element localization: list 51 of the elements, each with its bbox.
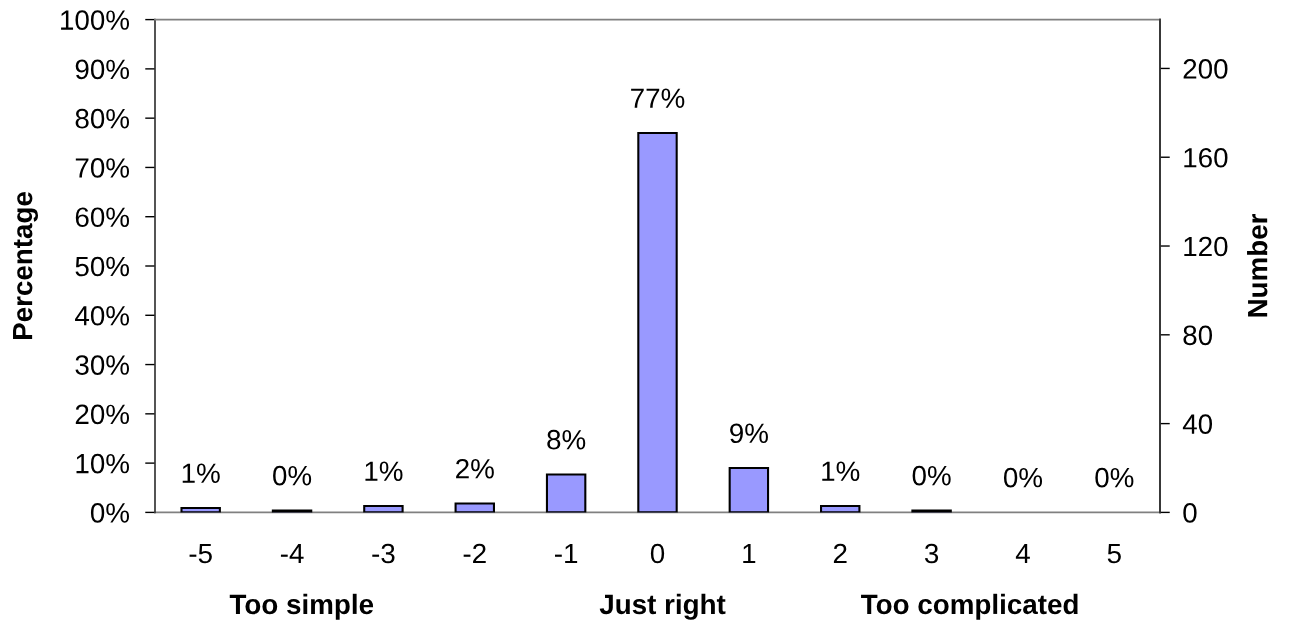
data-label: 0%	[1003, 467, 1043, 488]
bar	[728, 467, 770, 513]
text: Just right	[599, 593, 726, 620]
y-tick-label: 10%	[76, 453, 130, 474]
y-tick-label: 60%	[75, 207, 130, 228]
x-tick-label: -5	[189, 543, 212, 564]
x-tick-label: 5	[1107, 543, 1121, 564]
x-tick-label: 4	[1015, 543, 1030, 564]
y2-tick-label: 40	[1182, 414, 1213, 434]
data-label: 8%	[547, 429, 586, 450]
y-tick-label: 90%	[75, 59, 130, 80]
y-tick-label: 80%	[75, 108, 130, 129]
x-tick-label: 2	[833, 543, 847, 564]
y-tick-label: 40%	[75, 305, 130, 326]
bar	[363, 504, 404, 513]
data-label: 9%	[730, 423, 768, 444]
y-tick-label: 70%	[75, 158, 130, 178]
y-tick-label: 50%	[75, 256, 130, 277]
x-tick-label: 3	[924, 543, 939, 564]
y2-tick-label: 80	[1183, 325, 1213, 346]
y2-axis-title: Number	[1247, 213, 1268, 317]
x-tick-label: 1	[743, 543, 756, 564]
bar	[180, 506, 221, 513]
y2-tick-label: 160	[1184, 147, 1228, 168]
x-tick-label: 0	[650, 543, 665, 564]
y-tick-label: 20%	[75, 404, 130, 425]
data-label: 1%	[182, 463, 220, 483]
y2-tick-label: 0	[1183, 503, 1197, 523]
data-label: 0%	[912, 465, 951, 486]
y2-tick-label: 200	[1183, 59, 1228, 79]
y-tick-label: 100%	[61, 10, 130, 30]
x-tick-label: -4	[280, 543, 304, 564]
x-tick-label: -1	[555, 543, 578, 564]
data-label: 1%	[822, 461, 860, 481]
data-label: 1%	[365, 461, 403, 481]
bar	[820, 504, 861, 513]
bar	[545, 473, 587, 513]
data-label: 77%	[631, 88, 685, 108]
data-label: 2%	[456, 458, 494, 479]
y2-tick-label: 120	[1184, 236, 1228, 257]
x-tick-label: -3	[372, 543, 395, 564]
text: Too simple	[229, 593, 374, 620]
data-label: 0%	[1095, 467, 1134, 488]
bar	[454, 502, 495, 513]
data-label: 0%	[273, 465, 312, 486]
x-tick-label: -2	[463, 543, 486, 564]
y-tick-label: 0%	[90, 503, 130, 523]
y-tick-label: 30%	[75, 355, 130, 375]
y-axis-title: Percentage	[13, 192, 39, 340]
bar	[637, 131, 678, 513]
text: Too complicated	[861, 593, 1078, 620]
